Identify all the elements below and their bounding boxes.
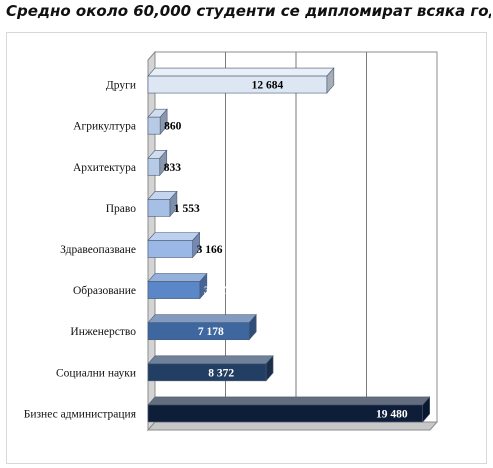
bar	[147, 67, 335, 94]
bar	[147, 313, 257, 341]
bars	[147, 67, 431, 423]
bar-top	[147, 314, 257, 324]
category-label: Архитектура	[73, 162, 136, 174]
value-label: 19 480	[376, 408, 408, 420]
bar	[147, 231, 201, 259]
value-label: 860	[164, 121, 182, 133]
bar-top	[147, 273, 208, 282]
bar-front	[147, 363, 267, 382]
category-label: Инженерство	[70, 326, 136, 338]
bar	[147, 190, 178, 218]
category-label: Право	[106, 203, 137, 215]
chart-title: Средно около 60,000 студенти се дипломир…	[6, 2, 491, 20]
category-label: Здравеопазване	[60, 244, 136, 256]
value-label: 3 677	[204, 285, 230, 297]
value-label: 3 166	[197, 244, 223, 256]
bar-top	[147, 232, 201, 241]
bar-front	[147, 322, 250, 341]
value-label: 12 684	[252, 80, 284, 92]
category-label: Образование	[73, 285, 136, 297]
value-label: 8 372	[208, 367, 234, 379]
bar-front	[147, 240, 193, 258]
bar	[147, 272, 208, 300]
category-labels: Други Агрикултура Архитектура Право Здравеоп…	[24, 80, 137, 421]
bar-front	[147, 281, 201, 299]
floor	[146, 421, 439, 431]
category-label: Агрикултура	[73, 121, 136, 133]
value-label: 833	[164, 162, 182, 174]
category-label: Други	[106, 80, 136, 92]
bar-front	[147, 157, 161, 176]
bar-front	[147, 75, 328, 94]
bar	[147, 396, 431, 423]
bar	[147, 149, 168, 177]
value-label: 1 553	[174, 203, 200, 215]
category-label: Социални науки	[56, 367, 136, 379]
bar	[147, 108, 168, 135]
value-label: 7 178	[198, 326, 224, 338]
bar-front	[147, 404, 423, 423]
category-label: Бизнес администрация	[24, 408, 137, 420]
bar-top	[147, 396, 431, 406]
bar	[147, 355, 274, 382]
bar-top	[147, 67, 335, 77]
value-labels: 12 684 860 833 1 553 3 166 3 677 7 178 8 372 19 …	[164, 80, 408, 421]
bar-front	[147, 116, 161, 135]
bar-top	[147, 355, 274, 365]
bar-front	[147, 199, 171, 217]
